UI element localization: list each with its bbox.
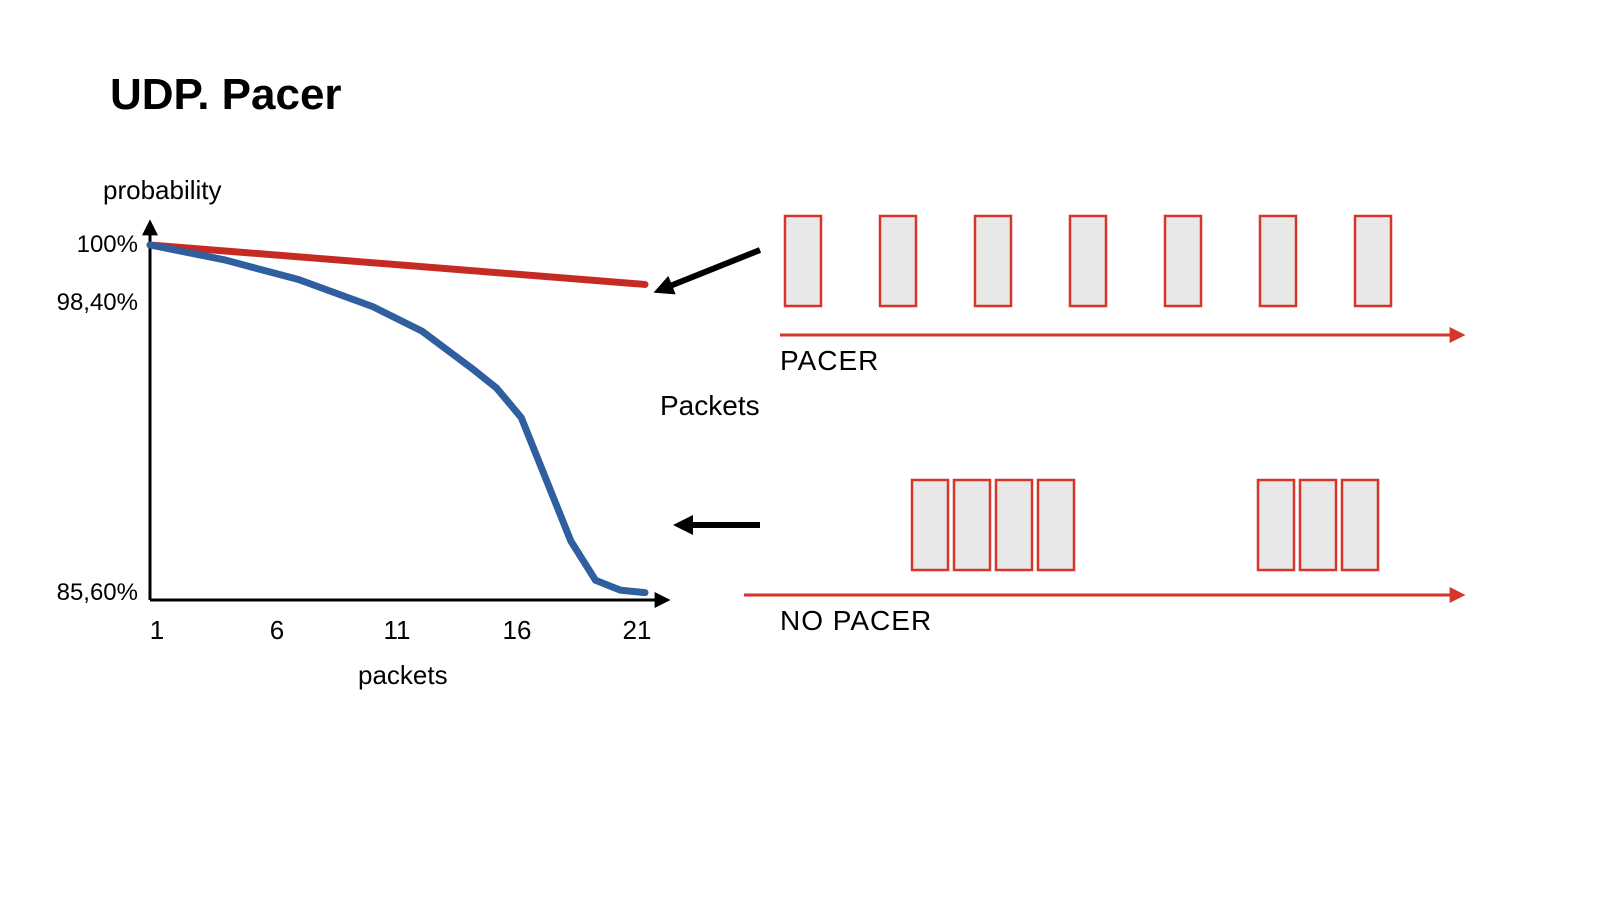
no-pacer-packet-2 <box>996 480 1032 570</box>
series-no_pacer <box>150 245 645 593</box>
annotation-arrow-0 <box>660 250 760 290</box>
no-pacer-packet-5 <box>1300 480 1336 570</box>
pacer-packet-1 <box>880 216 916 306</box>
pacer-packet-5 <box>1260 216 1296 306</box>
no-pacer-packet-1 <box>954 480 990 570</box>
no-pacer-packet-4 <box>1258 480 1294 570</box>
pacer-packet-6 <box>1355 216 1391 306</box>
no-pacer-packet-3 <box>1038 480 1074 570</box>
graphics-layer <box>0 0 1600 900</box>
series-pacer <box>150 245 645 284</box>
pacer-packet-0 <box>785 216 821 306</box>
no-pacer-packet-0 <box>912 480 948 570</box>
pacer-packet-4 <box>1165 216 1201 306</box>
pacer-packet-2 <box>975 216 1011 306</box>
no-pacer-packet-6 <box>1342 480 1378 570</box>
pacer-packet-3 <box>1070 216 1106 306</box>
